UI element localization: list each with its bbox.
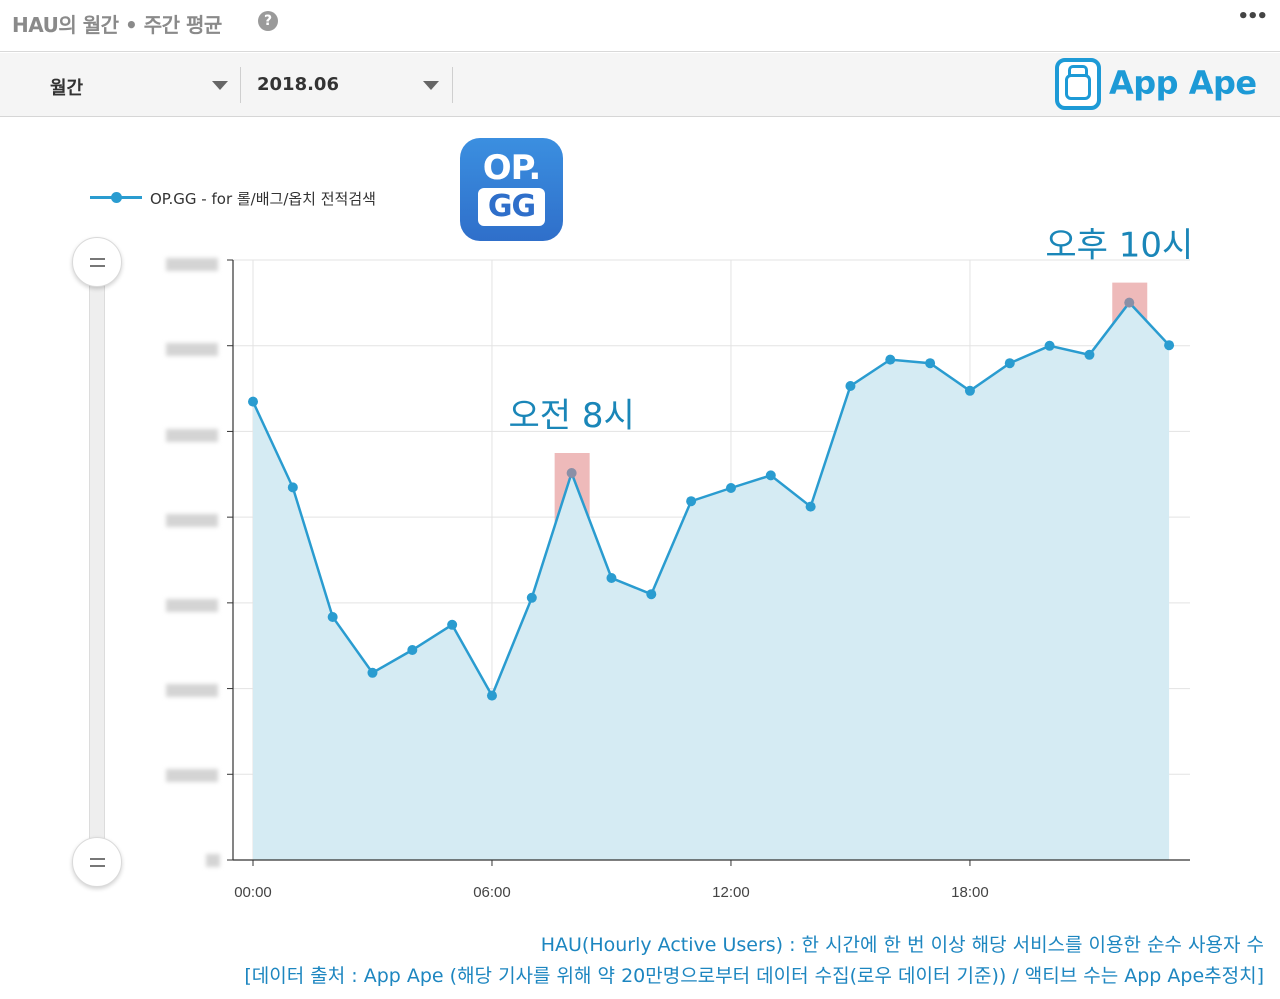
y-tick-label-hidden	[166, 514, 218, 527]
grip-icon	[90, 258, 105, 267]
highlight-annotations: 오전 8시 오후 10시	[508, 226, 1193, 436]
y-tick-label-hidden	[166, 258, 218, 271]
data-point	[646, 589, 657, 600]
chevron-down-icon	[423, 81, 439, 90]
series-area	[253, 302, 1170, 861]
data-point	[845, 381, 856, 391]
header-bar: HAU의 월간 • 주간 평균 ? •••	[0, 0, 1280, 52]
data-point	[1084, 349, 1095, 360]
range-slider-top-handle[interactable]	[72, 237, 122, 287]
data-point	[1164, 340, 1175, 351]
data-point	[606, 573, 617, 583]
data-point	[1004, 358, 1015, 369]
more-options-icon[interactable]: •••	[1237, 6, 1267, 27]
data-point	[248, 396, 258, 407]
data-point	[566, 468, 577, 478]
x-axis-ticks: 00:00 06:00 12:00 18:00	[234, 860, 989, 901]
help-icon[interactable]: ?	[258, 11, 278, 31]
data-point	[765, 470, 776, 481]
grip-icon	[90, 858, 105, 867]
page-title: HAU의 월간 • 주간 평균	[12, 13, 222, 37]
footnote-definition: HAU(Hourly Active Users) : 한 시간에 한 번 이상 …	[540, 934, 1264, 956]
data-point	[407, 645, 418, 655]
opgg-app-icon: OP. GG	[460, 138, 563, 241]
data-point	[964, 385, 975, 396]
data-point	[447, 619, 458, 630]
app-icon-text-top: OP.	[482, 148, 542, 188]
data-point	[327, 612, 338, 622]
footnote-source: [데이터 출처 : App Ape (해당 기사를 위해 약 20만명으로부터 …	[244, 965, 1264, 987]
series-points	[248, 297, 1175, 701]
highlight-label: 오후 10시	[1045, 226, 1193, 266]
legend-label: OP.GG - for 롤/배그/옵치 전적검색	[150, 190, 376, 208]
period-select-value: 월간	[50, 78, 84, 99]
x-tick-label: 00:00	[234, 884, 272, 901]
data-point	[686, 496, 697, 507]
highlight-label: 오전 8시	[508, 396, 634, 436]
data-point	[526, 592, 537, 603]
x-tick-label: 12:00	[712, 884, 750, 901]
month-select[interactable]: 2018.06	[241, 65, 451, 105]
y-tick-label-hidden	[166, 429, 218, 442]
y-tick-label-hidden	[206, 854, 220, 867]
y-tick-label-hidden	[166, 684, 218, 697]
month-select-value: 2018.06	[257, 74, 339, 95]
y-tick-label-hidden	[166, 769, 218, 782]
data-point	[885, 354, 896, 365]
data-point	[1044, 340, 1055, 351]
data-point	[925, 358, 936, 369]
app-icon-text-bottom: GG	[487, 189, 536, 224]
chart-axes	[227, 259, 1190, 861]
data-point	[1124, 297, 1135, 308]
series-line	[251, 300, 1171, 699]
range-slider-bottom-handle[interactable]	[72, 837, 122, 887]
data-point	[725, 483, 736, 493]
legend-marker	[111, 192, 122, 203]
chevron-down-icon	[212, 81, 228, 90]
data-point	[486, 690, 497, 701]
period-select[interactable]: 월간	[34, 65, 240, 105]
range-slider-track[interactable]	[89, 262, 105, 862]
divider	[240, 67, 241, 103]
data-point	[367, 667, 378, 678]
x-tick-label: 18:00	[951, 884, 989, 901]
data-point	[287, 482, 298, 493]
brand-name: App Ape	[1109, 64, 1257, 102]
y-tick-label-hidden	[166, 599, 218, 612]
app-ape-logo-icon	[1055, 58, 1101, 110]
data-point	[805, 501, 816, 512]
x-tick-label: 06:00	[473, 884, 511, 901]
divider	[452, 67, 453, 103]
app-icon-bubble	[478, 188, 545, 226]
y-tick-label-hidden	[166, 343, 218, 356]
